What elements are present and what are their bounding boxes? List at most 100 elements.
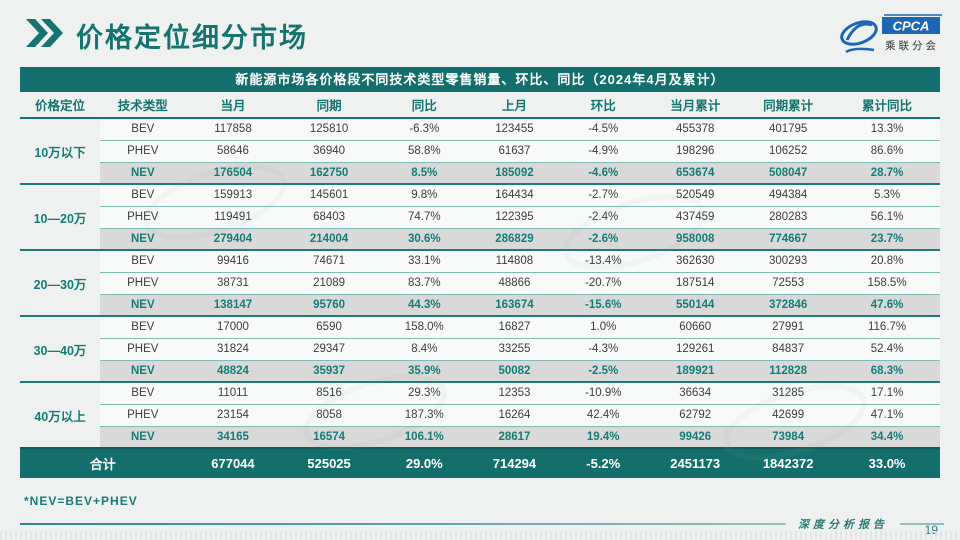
value-cell: 116.7% bbox=[834, 315, 940, 338]
value-cell: 214004 bbox=[280, 227, 378, 250]
value-cell: 401795 bbox=[742, 118, 835, 140]
value-cell: 99416 bbox=[185, 249, 281, 272]
tech-type: BEV bbox=[100, 249, 186, 272]
value-cell: 300293 bbox=[742, 249, 835, 272]
value-cell: 74671 bbox=[280, 249, 378, 272]
value-cell: 163674 bbox=[470, 293, 559, 316]
value-cell: -20.7% bbox=[558, 271, 649, 294]
value-cell: 280283 bbox=[742, 205, 835, 228]
value-cell: 162750 bbox=[280, 161, 378, 184]
value-cell: 28.7% bbox=[834, 161, 940, 184]
footnote: *NEV=BEV+PHEV bbox=[24, 494, 138, 508]
value-cell: 494384 bbox=[742, 183, 835, 206]
value-cell: 34165 bbox=[185, 425, 281, 448]
value-cell: 48824 bbox=[185, 359, 281, 382]
value-cell: 8.4% bbox=[377, 337, 471, 360]
value-cell: 189921 bbox=[648, 359, 743, 382]
value-cell: 129261 bbox=[648, 337, 743, 360]
value-cell: 36940 bbox=[280, 139, 378, 162]
value-cell: 28617 bbox=[470, 425, 559, 448]
double-chevron-icon bbox=[26, 19, 64, 52]
value-cell: 16264 bbox=[470, 403, 559, 426]
value-cell: 187514 bbox=[648, 271, 743, 294]
value-cell: -6.3% bbox=[377, 118, 471, 140]
value-cell: -4.5% bbox=[558, 118, 649, 140]
total-value-cell: 714294 bbox=[470, 447, 559, 478]
value-cell: 159913 bbox=[185, 183, 281, 206]
table-row: 10—20万 BEV 159913 145601 9.8% 164434 -2.7% 5205… bbox=[20, 183, 940, 250]
value-cell: 176504 bbox=[185, 161, 281, 184]
value-cell: 50082 bbox=[470, 359, 559, 382]
value-cell: -2.6% bbox=[558, 227, 649, 250]
value-cell: 158.0% bbox=[377, 315, 471, 338]
value-cell: 114808 bbox=[470, 249, 559, 272]
table-row: PHEV 31824 29347 8.4% 33255 -4.3% 129261 84837 5… bbox=[20, 337, 940, 360]
value-cell: 58.8% bbox=[377, 139, 471, 162]
value-cell: 286829 bbox=[470, 227, 559, 250]
table-row: PHEV 119491 68403 74.7% 122395 -2.4% 437459 280… bbox=[20, 205, 940, 228]
value-cell: 62792 bbox=[648, 403, 743, 426]
value-cell: 125810 bbox=[280, 118, 378, 140]
value-cell: 23.7% bbox=[834, 227, 940, 250]
segment-table-wrap: 新能源市场各价格段不同技术类型零售销量、环比、同比（2024年4月及累计） 价格… bbox=[20, 67, 940, 478]
tech-type: NEV bbox=[100, 293, 186, 316]
value-cell: 19.4% bbox=[558, 425, 649, 448]
value-cell: 47.6% bbox=[834, 293, 940, 316]
value-cell: 17.1% bbox=[834, 381, 940, 404]
value-cell: 164434 bbox=[470, 183, 559, 206]
total-value-cell: 1842372 bbox=[742, 447, 835, 478]
column-header: 价格定位 bbox=[20, 92, 101, 119]
table-row: PHEV 23154 8058 187.3% 16264 42.4% 62792 42699 4… bbox=[20, 403, 940, 426]
value-cell: 958008 bbox=[648, 227, 743, 250]
value-cell: 29.3% bbox=[377, 381, 471, 404]
value-cell: 123455 bbox=[470, 118, 559, 140]
value-cell: 550144 bbox=[648, 293, 743, 316]
value-cell: 42.4% bbox=[558, 403, 649, 426]
cpca-name: 乘联分会 bbox=[885, 39, 939, 52]
value-cell: -2.5% bbox=[558, 359, 649, 382]
tech-type: NEV bbox=[100, 425, 186, 448]
table-row: NEV 48824 35937 35.9% 50082 -2.5% 189921 112828… bbox=[20, 359, 940, 382]
price-segment-label: 10—20万 bbox=[20, 183, 101, 250]
value-cell: 72553 bbox=[742, 271, 835, 294]
value-cell: 6590 bbox=[280, 315, 378, 338]
total-value-cell: 677044 bbox=[185, 447, 281, 478]
value-cell: 106.1% bbox=[377, 425, 471, 448]
table-row: NEV 176504 162750 8.5% 185092 -4.6% 653674 5080… bbox=[20, 161, 940, 184]
cpca-acronym: CPCA bbox=[893, 19, 930, 34]
tech-type: BEV bbox=[100, 118, 186, 140]
cpca-swirl-icon bbox=[840, 20, 878, 54]
value-cell: 73984 bbox=[742, 425, 835, 448]
value-cell: 372846 bbox=[742, 293, 835, 316]
value-cell: 9.8% bbox=[377, 183, 471, 206]
price-segment-label: 30—40万 bbox=[20, 315, 101, 382]
table-body: 10万以下 BEV 117858 125810 -6.3% 123455 -4.5% 4553… bbox=[20, 118, 940, 478]
value-cell: 520549 bbox=[648, 183, 743, 206]
value-cell: 12353 bbox=[470, 381, 559, 404]
value-cell: 653674 bbox=[648, 161, 743, 184]
cpca-logo: CPCA 乘联分会 bbox=[834, 12, 946, 65]
total-row: 合计 677044 525025 29.0% 714294 -5.2% 2451173 184… bbox=[20, 447, 940, 478]
price-segment-label: 10万以下 bbox=[20, 118, 101, 184]
footer-rule-short bbox=[900, 523, 944, 525]
value-cell: 42699 bbox=[742, 403, 835, 426]
value-cell: 35937 bbox=[280, 359, 378, 382]
tech-type: PHEV bbox=[100, 271, 186, 294]
table-row: 10万以下 BEV 117858 125810 -6.3% 123455 -4.5% 4553… bbox=[20, 118, 940, 184]
column-header: 技术类型 bbox=[100, 92, 186, 119]
column-header: 当月 bbox=[185, 92, 281, 119]
value-cell: -4.3% bbox=[558, 337, 649, 360]
total-value-cell: 29.0% bbox=[377, 447, 471, 478]
value-cell: -10.9% bbox=[558, 381, 649, 404]
value-cell: -4.9% bbox=[558, 139, 649, 162]
total-value-cell: 2451173 bbox=[648, 447, 743, 478]
value-cell: 8516 bbox=[280, 381, 378, 404]
tech-type: NEV bbox=[100, 359, 186, 382]
footer-label: 深度分析报告 bbox=[798, 519, 888, 531]
value-cell: 56.1% bbox=[834, 205, 940, 228]
value-cell: 58646 bbox=[185, 139, 281, 162]
value-cell: 279404 bbox=[185, 227, 281, 250]
value-cell: 61637 bbox=[470, 139, 559, 162]
total-label: 合计 bbox=[20, 447, 186, 478]
value-cell: 23154 bbox=[185, 403, 281, 426]
